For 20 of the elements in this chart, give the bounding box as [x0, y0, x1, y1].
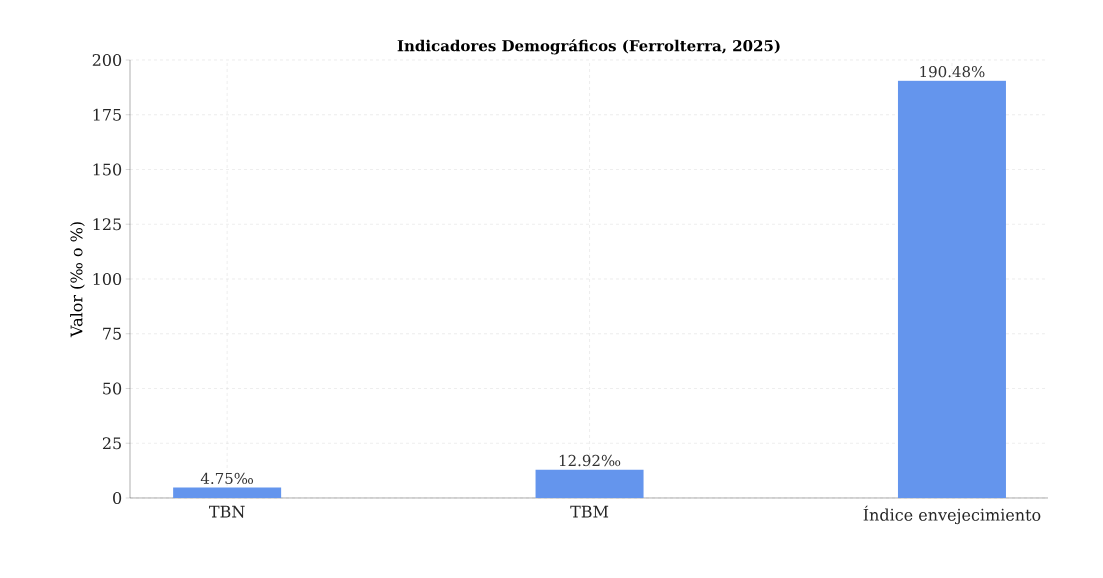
chart-title: Indicadores Demográficos (Ferrolterra, 2025)	[397, 39, 780, 55]
y-tick-label: 75	[103, 327, 121, 340]
x-tick-label: TBM	[570, 505, 609, 518]
y-axis-title: Valor (‰ o %)	[70, 222, 85, 338]
y-tick-label: 175	[93, 108, 121, 121]
y-tick-label: 25	[102, 437, 121, 450]
x-tick-label: TBN	[209, 505, 245, 518]
bar	[173, 487, 282, 498]
data-label: 12.92‰	[559, 454, 621, 467]
y-tick-label: 125	[93, 218, 121, 231]
data-label: 190.48%	[920, 65, 985, 78]
data-label: 4.75‰	[200, 472, 254, 485]
x-tick-label: Índice envejecimiento	[863, 505, 1041, 525]
y-tick-label: 0	[113, 491, 122, 505]
y-tick-label: 200	[92, 53, 122, 67]
y-tick-label: 50	[103, 382, 122, 395]
y-tick-label: 150	[93, 163, 122, 176]
bar	[535, 469, 644, 498]
y-tick-label: 100	[93, 272, 122, 286]
bar	[897, 80, 1006, 498]
